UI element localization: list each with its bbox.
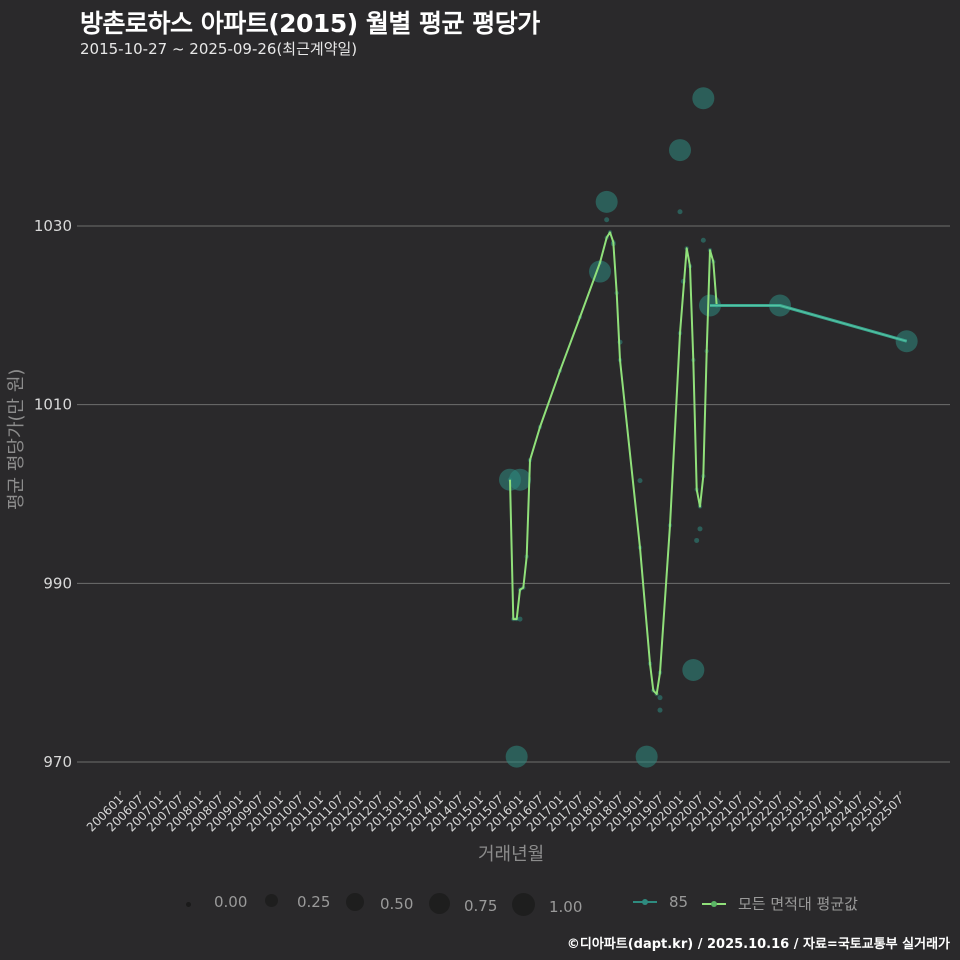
legend-size-4: 1.00	[511, 893, 582, 920]
legend-line-avg-icon	[702, 900, 726, 907]
legend-size-2: 0.50	[345, 893, 413, 915]
legend-series-85: 85	[633, 893, 688, 911]
legend-series-avg: 모든 면적대 평균값	[702, 893, 858, 914]
legend-size-1: 0.25	[263, 893, 330, 911]
svg-text:1010: 1010	[34, 396, 72, 414]
chart-title: 방촌로하스 아파트(2015) 월별 평균 평당가	[80, 9, 540, 38]
source-footer: ©디아파트(dapt.kr) / 2025.10.16 / 자료=국토교통부 실…	[566, 937, 950, 952]
svg-text:1030: 1030	[34, 217, 72, 235]
legend: 0.00 0.25 0.50 0.75 1.00 85 모든 면적대 평균값	[0, 893, 960, 921]
svg-text:970: 970	[43, 753, 72, 771]
x-axis-label: 거래년월	[478, 844, 545, 865]
legend-size-3: 0.75	[428, 893, 497, 918]
svg-text:990: 990	[43, 574, 72, 592]
legend-size-0: 0.00	[180, 893, 247, 911]
legend-line-85-icon	[633, 899, 657, 905]
chart-subtitle: 2015-10-27 ~ 2025-09-26(최근계약일)	[80, 40, 358, 58]
y-axis-label: 평균 평당가(만 원)	[6, 368, 27, 510]
